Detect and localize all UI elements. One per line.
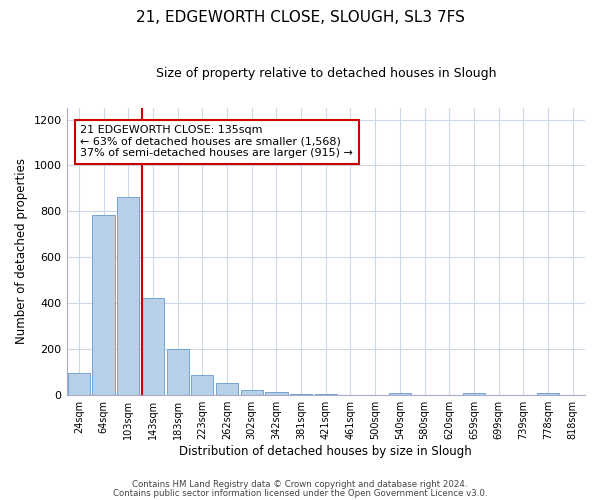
- Bar: [216, 383, 238, 394]
- Y-axis label: Number of detached properties: Number of detached properties: [15, 158, 28, 344]
- Bar: [68, 373, 90, 394]
- Text: Contains HM Land Registry data © Crown copyright and database right 2024.: Contains HM Land Registry data © Crown c…: [132, 480, 468, 489]
- Text: 21, EDGEWORTH CLOSE, SLOUGH, SL3 7FS: 21, EDGEWORTH CLOSE, SLOUGH, SL3 7FS: [136, 10, 464, 25]
- Bar: [117, 198, 139, 394]
- Text: 21 EDGEWORTH CLOSE: 135sqm
← 63% of detached houses are smaller (1,568)
37% of s: 21 EDGEWORTH CLOSE: 135sqm ← 63% of deta…: [80, 126, 353, 158]
- Bar: [463, 393, 485, 394]
- Text: Contains public sector information licensed under the Open Government Licence v3: Contains public sector information licen…: [113, 488, 487, 498]
- Title: Size of property relative to detached houses in Slough: Size of property relative to detached ho…: [155, 68, 496, 80]
- Bar: [265, 392, 287, 394]
- Bar: [142, 298, 164, 394]
- Bar: [241, 390, 263, 394]
- X-axis label: Distribution of detached houses by size in Slough: Distribution of detached houses by size …: [179, 444, 472, 458]
- Bar: [191, 375, 214, 394]
- Bar: [167, 349, 189, 395]
- Bar: [537, 393, 559, 394]
- Bar: [92, 214, 115, 394]
- Bar: [389, 393, 411, 394]
